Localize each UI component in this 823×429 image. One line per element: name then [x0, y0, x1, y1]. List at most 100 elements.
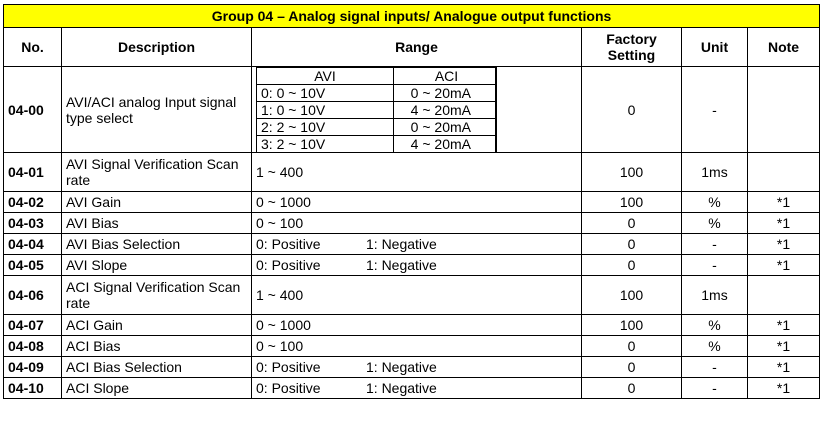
range-value: 1 ~ 400: [256, 287, 304, 303]
subtable-cell: 2: 2 ~ 10V: [256, 118, 394, 136]
param-number: 04-06: [3, 275, 62, 315]
param-note: *1: [746, 191, 821, 213]
subtable-cell: 0 ~ 20mA: [393, 118, 496, 136]
param-range: 0: Positive 1: Negative: [251, 254, 582, 276]
param-note: *1: [746, 314, 821, 336]
table-title: Group 04 – Analog signal inputs/ Analogu…: [2, 4, 821, 28]
param-unit: %: [681, 191, 748, 213]
param-description: ACI Signal Verification Scan rate: [61, 275, 252, 315]
table-row: 04-02 AVI Gain 0 ~ 1000 100% *1: [3, 191, 821, 213]
param-note: *1: [746, 254, 821, 276]
param-range: 0: Positive 1: Negative: [251, 377, 582, 399]
param-number: 04-02: [3, 191, 62, 213]
param-factory-setting: 100: [581, 152, 682, 192]
table-row: 04-05 AVI Slope 0: Positive 1: Negative 0- *1: [3, 254, 821, 276]
param-factory-setting: 100: [581, 191, 682, 213]
param-range: 0 ~ 1000: [251, 191, 582, 213]
param-number: 04-07: [3, 314, 62, 336]
param-unit: 1ms: [681, 275, 748, 315]
param-number: 04-00: [3, 66, 62, 153]
range-value-alt: 1: Negative: [366, 236, 437, 252]
param-unit: %: [681, 314, 748, 336]
param-number: 04-08: [3, 335, 62, 357]
param-unit: %: [681, 335, 748, 357]
table-row: 04-06 ACI Signal Verification Scan rate 1 …: [3, 275, 821, 315]
subtable-cell: 4 ~ 20mA: [393, 101, 496, 119]
param-description: ACI Gain: [61, 314, 252, 336]
param-description: ACI Slope: [61, 377, 252, 399]
param-unit: %: [681, 212, 748, 234]
param-number: 04-04: [3, 233, 62, 255]
param-range: 1 ~ 400: [251, 152, 582, 192]
table-row: 04-08 ACI Bias 0 ~ 100 0% *1: [3, 335, 821, 357]
param-factory-setting: 100: [581, 314, 682, 336]
param-range: 0 ~ 100: [251, 335, 582, 357]
subtable-cell: 0 ~ 20mA: [393, 84, 496, 102]
table-row: 04-10 ACI Slope 0: Positive 1: Negative 0- *1: [3, 377, 821, 399]
param-range: 0 ~ 1000: [251, 314, 582, 336]
param-description: AVI Gain: [61, 191, 252, 213]
param-factory-setting: 0: [581, 377, 682, 399]
param-factory-setting: 0: [581, 212, 682, 234]
param-number: 04-01: [3, 152, 62, 192]
param-factory-setting: 0: [581, 356, 682, 378]
header-range: Range: [251, 27, 582, 67]
range-value: 0: Positive: [256, 380, 321, 396]
param-number: 04-09: [3, 356, 62, 378]
table-row: 04-01 AVI Signal Verification Scan rate 1 …: [3, 152, 821, 192]
param-factory-setting: 0: [581, 233, 682, 255]
param-description: AVI/ACI analog Input signal type select: [61, 66, 252, 153]
range-value-alt: 1: Negative: [366, 380, 437, 396]
header-note: Note: [746, 27, 821, 67]
param-unit: -: [681, 66, 748, 153]
subtable-cell: 4 ~ 20mA: [393, 135, 496, 152]
range-value-alt: 1: Negative: [366, 359, 437, 375]
header-unit: Unit: [681, 27, 748, 67]
range-value: 1 ~ 400: [256, 164, 304, 180]
header-factory-setting: Factory Setting: [581, 27, 682, 67]
param-unit: 1ms: [681, 152, 748, 192]
range-value: 0: Positive: [256, 236, 321, 252]
subtable-cell: 0: 0 ~ 10V: [256, 84, 394, 102]
range-value: 0: Positive: [256, 257, 321, 273]
param-number: 04-03: [3, 212, 62, 234]
param-range: 0: Positive 1: Negative: [251, 356, 582, 378]
param-description: AVI Bias Selection: [61, 233, 252, 255]
param-description: AVI Bias: [61, 212, 252, 234]
table-row: 04-04 AVI Bias Selection 0: Positive 1: Neg…: [3, 233, 821, 255]
param-factory-setting: 0: [581, 66, 682, 153]
parameter-table: Group 04 – Analog signal inputs/ Analogu…: [2, 4, 821, 399]
table-row: 04-09 ACI Bias Selection 0: Positive 1: Neg…: [3, 356, 821, 378]
param-note: [746, 275, 821, 315]
table-row: 04-00 AVI/ACI analog Input signal type s…: [3, 66, 821, 153]
param-description: ACI Bias: [61, 335, 252, 357]
param-note: *1: [746, 212, 821, 234]
range-value: 0 ~ 100: [256, 338, 304, 354]
param-unit: -: [681, 377, 748, 399]
param-unit: -: [681, 233, 748, 255]
param-unit: -: [681, 254, 748, 276]
param-description: ACI Bias Selection: [61, 356, 252, 378]
subtable-cell: 3: 2 ~ 10V: [256, 135, 394, 152]
param-range: 0: Positive 1: Negative: [251, 233, 582, 255]
param-unit: -: [681, 356, 748, 378]
table-row: 04-07 ACI Gain 0 ~ 1000 100% *1: [3, 314, 821, 336]
param-factory-setting: 100: [581, 275, 682, 315]
param-range: 0 ~ 100: [251, 212, 582, 234]
range-value: 0 ~ 1000: [256, 194, 311, 210]
param-factory-setting: 0: [581, 254, 682, 276]
table-row: 04-03 AVI Bias 0 ~ 100 0% *1: [3, 212, 821, 234]
param-note: *1: [746, 356, 821, 378]
range-value-alt: 1: Negative: [366, 257, 437, 273]
subtable-header-avi: AVI: [256, 67, 394, 85]
header-description: Description: [61, 27, 252, 67]
param-range: AVI ACI 0: 0 ~ 10V 0 ~ 20mA 1: 0 ~ 10V 4…: [251, 66, 582, 153]
subtable-header-aci: ACI: [393, 67, 496, 85]
subtable-cell: 1: 0 ~ 10V: [256, 101, 394, 119]
range-value: 0: Positive: [256, 359, 321, 375]
param-number: 04-05: [3, 254, 62, 276]
signal-type-subtable: AVI ACI 0: 0 ~ 10V 0 ~ 20mA 1: 0 ~ 10V 4…: [256, 67, 496, 152]
param-description: AVI Slope: [61, 254, 252, 276]
param-note: [746, 152, 821, 192]
param-number: 04-10: [3, 377, 62, 399]
